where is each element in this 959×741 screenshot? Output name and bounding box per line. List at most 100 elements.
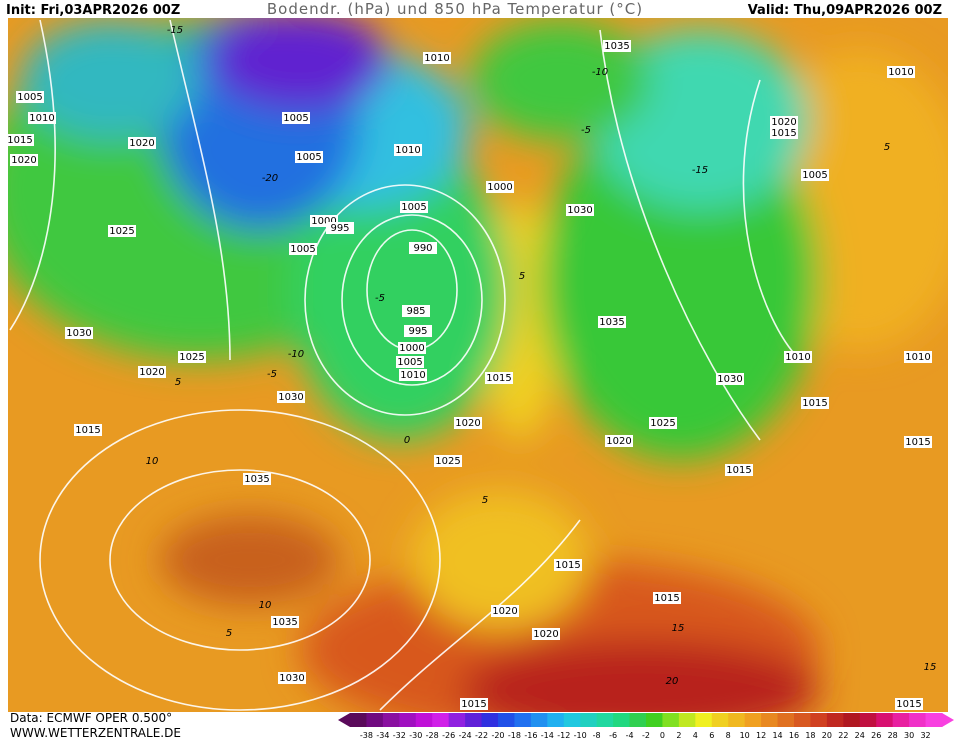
colorbar-box: [465, 713, 483, 727]
isobar-label-bg: [784, 351, 812, 363]
isobar-label: 995: [408, 326, 427, 337]
isobar-label: 1000: [311, 216, 336, 227]
colorbar-box: [481, 713, 499, 727]
isobar-label-bg: [108, 225, 136, 237]
isobar-label-bg: [423, 52, 451, 64]
map: 1005101010151020102010251030102510201015…: [8, 18, 948, 712]
isobar-label-bg: [770, 127, 798, 139]
isobar-label-bg: [603, 40, 631, 52]
isobar-label: 1015: [461, 699, 486, 710]
colorbar-box: [350, 713, 367, 727]
colorbar-label: 6: [709, 731, 714, 740]
isobar-label: 1005: [17, 92, 42, 103]
colorbar-label: 8: [726, 731, 731, 740]
colorbar-box: [711, 713, 729, 727]
colorbar-box: [629, 713, 647, 727]
temperature-label: -10: [592, 67, 608, 78]
colorbar-box: [826, 713, 844, 727]
colorbar-label: -34: [376, 731, 389, 740]
colorbar-label: -32: [393, 731, 406, 740]
isobar-label-bg: [74, 424, 102, 436]
colorbar-box: [843, 713, 861, 727]
colorbar-label: 26: [871, 731, 881, 740]
colorbar-label: 18: [805, 731, 815, 740]
isobar-label-bg: [138, 366, 166, 378]
isobar-label-bg: [396, 356, 424, 368]
isobar-label-bg: [8, 134, 34, 146]
isobar-label-bg: [278, 672, 306, 684]
isobar-label: 1010: [905, 352, 930, 363]
isobar-label-bg: [801, 397, 829, 409]
isobar-label: 1025: [109, 226, 134, 237]
colorbar-label: -4: [626, 731, 634, 740]
isobar-label: 1010: [29, 113, 54, 124]
isobar-label: 1025: [179, 352, 204, 363]
colorbar-box: [909, 713, 927, 727]
map-title: Bodendr. (hPa) und 850 hPa Temperatur (°…: [267, 0, 643, 18]
isobar-label: 1030: [279, 673, 304, 684]
website: WWW.WETTERZENTRALE.DE: [10, 726, 181, 740]
isobar-label-bg: [394, 144, 422, 156]
isobar-label: 1020: [455, 418, 480, 429]
colorbar-label: -18: [508, 731, 521, 740]
colorbar-box: [498, 713, 515, 727]
colorbar-box: [678, 713, 696, 727]
colorbar-label: 10: [740, 731, 750, 740]
temperature-label: 5: [175, 377, 181, 388]
isobar-label-bg: [598, 316, 626, 328]
isobar-label-bg: [532, 628, 560, 640]
isobar-label-bg: [295, 151, 323, 163]
colorbar-box: [761, 713, 779, 727]
isobar-label-bg: [460, 698, 488, 710]
isobar-label: 1035: [244, 474, 269, 485]
colorbar-box: [580, 713, 598, 727]
isobar-label: 1020: [492, 606, 517, 617]
isobar-label: 1000: [399, 343, 424, 354]
colorbar-label: 12: [756, 731, 766, 740]
isobar-label: 1035: [604, 41, 629, 52]
isobar-label: 1005: [401, 202, 426, 213]
colorbar-label: 0: [660, 731, 665, 740]
isobar-label: 1015: [654, 593, 679, 604]
isobar-label-bg: [485, 372, 513, 384]
colorbar-box: [366, 713, 384, 727]
colorbar-label: -20: [491, 731, 504, 740]
isobar-label: 1005: [296, 152, 321, 163]
colorbar-label: 30: [904, 731, 914, 740]
temperature-label: -15: [167, 25, 183, 36]
colorbar-label: -2: [642, 731, 650, 740]
temperature-label: -5: [267, 369, 277, 380]
colorbar-label: -26: [442, 731, 455, 740]
isobar-label: 1015: [75, 425, 100, 436]
isobar-label: 1035: [272, 617, 297, 628]
isobar-label: 1035: [599, 317, 624, 328]
isobar-label-bg: [10, 154, 38, 166]
isobar-label-bg: [895, 698, 923, 710]
isobar-label-bg: [605, 435, 633, 447]
colorbar-label: 16: [789, 731, 799, 740]
isobar-label-bg: [402, 305, 430, 317]
colorbar-left-arrow: [338, 713, 350, 727]
colorbar-label: -14: [541, 731, 554, 740]
isobar-label: 1005: [802, 170, 827, 181]
valid-time: Valid: Thu,09APR2026 00Z: [748, 3, 942, 18]
colorbar-label: 2: [676, 731, 681, 740]
temperature-label: 5: [884, 142, 890, 153]
colorbar-box: [448, 713, 466, 727]
temperature-label: -10: [288, 349, 304, 360]
temperature-label: 20: [666, 676, 679, 687]
isobar-label: 1015: [486, 373, 511, 384]
isobar-label: 1030: [66, 328, 91, 339]
isobar-label-bg: [904, 436, 932, 448]
isobar-label-bg: [653, 592, 681, 604]
isobar-label-bg: [277, 391, 305, 403]
colorbar-box: [859, 713, 877, 727]
colorbar-label: -38: [360, 731, 373, 740]
isobar-label-bg: [434, 455, 462, 467]
isobar-label-bg: [28, 112, 56, 124]
colorbar-box: [728, 713, 746, 727]
isobar-label-bg: [289, 243, 317, 255]
colorbar-box: [662, 713, 680, 727]
colorbar-label: 14: [772, 731, 782, 740]
colorbar-label: -8: [593, 731, 601, 740]
